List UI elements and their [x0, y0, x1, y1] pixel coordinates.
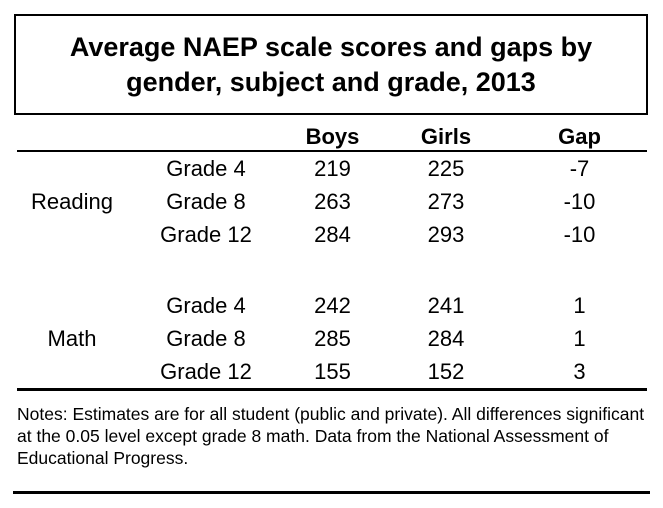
grade-cell: Grade 8 [166, 188, 246, 214]
grade-cell: Grade 4 [166, 292, 246, 318]
header-spacer-subject [17, 123, 127, 150]
bottom-double-rule [13, 491, 650, 494]
gap-value-cell: -7 [569, 155, 590, 181]
column-header-girls: Girls [420, 123, 472, 149]
scores-table: Boys Girls Gap Reading Grade 4 219 225 -… [17, 123, 647, 391]
girls-score-cell: 293 [427, 221, 465, 247]
girls-score-cell: 273 [427, 188, 465, 214]
column-header-boys: Boys [305, 123, 360, 149]
gap-value-cell: 1 [573, 292, 586, 318]
table-body: Reading Grade 4 219 225 -7 Grade 8 263 2… [17, 152, 647, 391]
header-spacer-grade [127, 123, 285, 150]
table-header-row: Boys Girls Gap [17, 123, 647, 152]
title-box: Average NAEP scale scores and gaps by ge… [14, 14, 648, 115]
grade-cell: Grade 4 [166, 155, 246, 181]
figure-title-line-2: gender, subject and grade, 2013 [126, 66, 536, 97]
boys-score-cell: 155 [314, 358, 351, 384]
notes-text: Notes: Estimates are for all student (pu… [17, 404, 645, 468]
figure-title-line-1: Average NAEP scale scores and gaps by [69, 31, 593, 62]
boys-score-cell: 285 [314, 325, 351, 351]
gap-value-cell: 3 [573, 358, 586, 384]
girls-score-cell: 225 [427, 155, 465, 181]
grade-cell: Grade 12 [160, 358, 252, 384]
gap-value-cell: -10 [563, 221, 596, 247]
gap-value-cell: -10 [563, 188, 596, 214]
girls-score-cell: 241 [427, 292, 465, 318]
girls-score-cell: 152 [427, 358, 465, 384]
boys-score-cell: 284 [314, 221, 351, 247]
column-header-gap: Gap [558, 123, 601, 149]
girls-score-cell: 284 [427, 325, 465, 351]
grade-cell: Grade 8 [166, 325, 246, 351]
subject-label-reading: Reading [31, 188, 113, 214]
boys-score-cell: 242 [314, 292, 351, 318]
subject-label-math: Math [47, 325, 97, 351]
boys-score-cell: 219 [314, 155, 351, 181]
boys-score-cell: 263 [314, 188, 351, 214]
grade-cell: Grade 12 [160, 221, 252, 247]
gap-value-cell: 1 [573, 325, 586, 351]
